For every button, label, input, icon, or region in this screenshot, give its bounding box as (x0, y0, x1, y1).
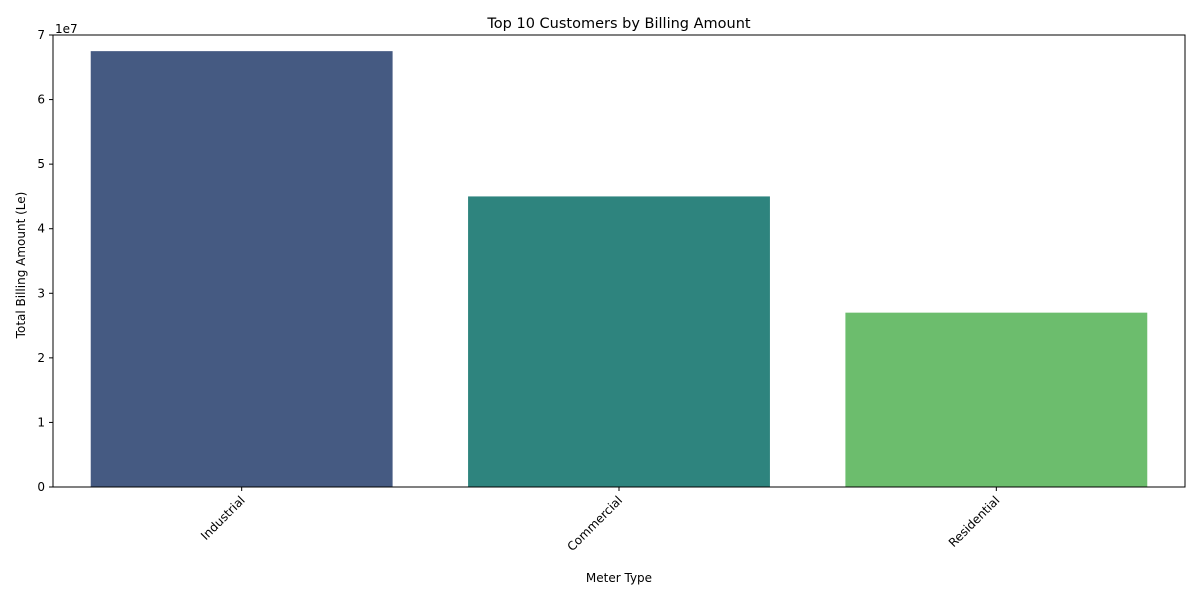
x-tick-label: Commercial (564, 493, 625, 554)
chart-title: Top 10 Customers by Billing Amount (486, 16, 750, 32)
bar-commercial (468, 196, 770, 487)
y-tick-label: 2 (37, 351, 45, 365)
x-axis-ticks: Industrial Commercial Residential (198, 487, 1002, 554)
x-tick-label: Industrial (198, 493, 248, 543)
plot-area-frame (52, 34, 1186, 488)
y-tick-label: 4 (37, 222, 45, 236)
x-tick-label: Residential (946, 493, 1003, 550)
bar-residential (845, 312, 1148, 487)
bar-industrial (90, 51, 393, 488)
y-tick-label: 6 (37, 93, 45, 107)
y-tick-label: 0 (37, 480, 45, 494)
y-axis-ticks: 0 1 2 3 4 5 6 7 (37, 28, 53, 494)
y-axis-label: Total Billing Amount (Le) (14, 192, 28, 340)
bars-layer (90, 51, 1148, 488)
y-tick-label: 1 (37, 415, 45, 429)
y-axis-offset-text: 1e7 (55, 22, 78, 36)
y-tick-label: 3 (37, 286, 45, 300)
y-tick-label: 5 (37, 157, 45, 171)
y-tick-label: 7 (37, 28, 45, 42)
x-axis-label: Meter Type (586, 571, 652, 585)
